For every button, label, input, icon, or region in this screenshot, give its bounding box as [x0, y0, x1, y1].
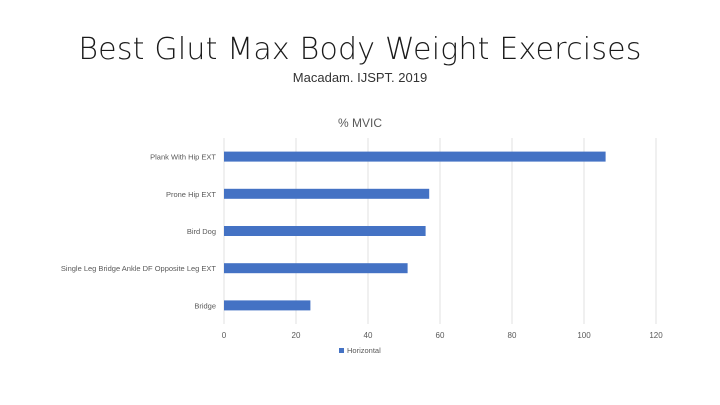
- category-label: Bird Dog: [187, 227, 216, 236]
- category-labels: Plank With Hip EXT Prone Hip EXT Bird Dog S…: [61, 153, 217, 311]
- x-tick-label: 0: [222, 331, 227, 340]
- slide-subtitle: Macadam. IJSPT. 2019: [292, 70, 428, 85]
- bar: [224, 263, 408, 274]
- x-tick-label: 60: [436, 331, 445, 340]
- bar: [224, 300, 311, 311]
- category-label: Prone Hip EXT: [166, 190, 216, 199]
- x-axis-ticks: 0 20 40 60 80 100 120: [222, 331, 663, 340]
- bar: [224, 151, 606, 162]
- category-label: Plank With Hip EXT: [150, 153, 216, 162]
- bar: [224, 226, 426, 236]
- x-tick-label: 100: [577, 331, 591, 340]
- bar: [224, 188, 430, 199]
- x-tick-label: 40: [364, 331, 373, 340]
- x-tick-label: 20: [292, 331, 301, 340]
- x-tick-label: 80: [508, 331, 517, 340]
- category-label: Bridge: [194, 301, 216, 310]
- category-label: Single Leg Bridge Ankle DF Opposite Leg …: [61, 264, 217, 273]
- slide-title: Best Glut Max Body Weight Exercises: [78, 32, 642, 67]
- x-tick-label: 120: [649, 331, 663, 340]
- chart-title: % MVIC: [338, 116, 382, 130]
- legend-label: Horizontal: [347, 346, 381, 355]
- bars: [224, 151, 606, 311]
- legend-swatch: [339, 348, 344, 353]
- legend: Horizontal: [339, 346, 381, 355]
